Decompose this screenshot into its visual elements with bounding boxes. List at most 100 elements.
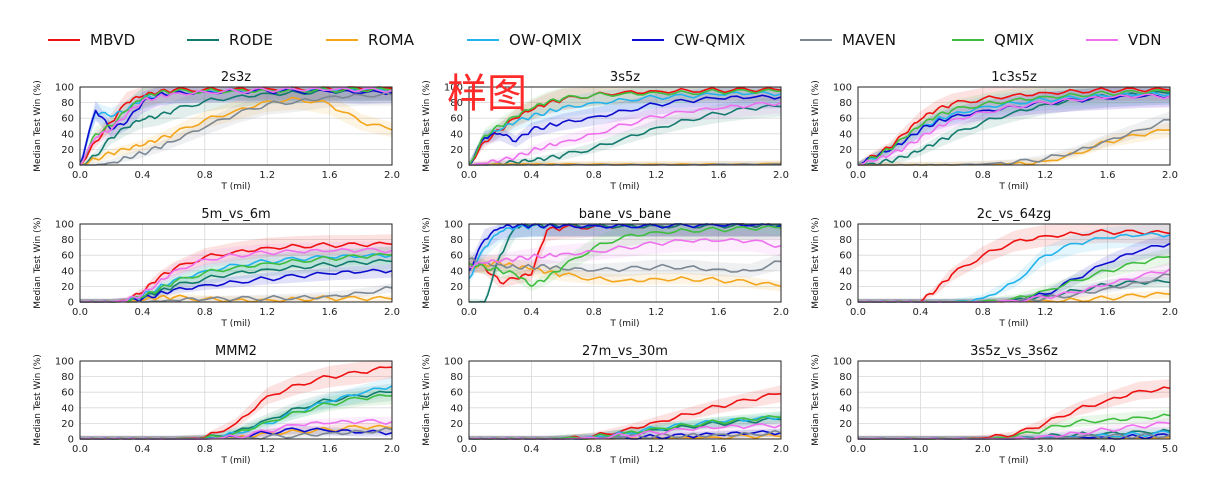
panel-title: 3s5z — [610, 70, 640, 85]
band-roma — [80, 422, 392, 439]
panel-title: 2c_vs_64zg — [977, 207, 1052, 222]
legend-swatch-ow-qmix — [467, 39, 499, 41]
y-tick-label: 20 — [61, 145, 74, 156]
series-line-cw-qmix — [468, 94, 782, 166]
y-tick-label: 20 — [450, 419, 463, 430]
series-line-qmix — [468, 225, 782, 288]
panel-title: 5m_vs_6m — [201, 207, 270, 222]
y-tick-label: 60 — [61, 388, 74, 399]
y-tick-label: 0 — [846, 298, 852, 309]
x-tick-label: 0.0 — [461, 444, 477, 455]
panel-3s5z-vs-3s6z: 0 20 40 60 80 100 0.0 1.0 2.0 3.0 4.0 5.0 3s5z_vs_3s… — [811, 344, 1178, 466]
panel-title: bane_vs_bane — [579, 207, 671, 222]
y-tick-label: 20 — [450, 145, 463, 156]
band-vdn — [469, 92, 781, 165]
watermark: 样图 — [447, 71, 527, 117]
legend-item-roma: ROMA — [326, 30, 414, 50]
x-tick-label: 0.0 — [72, 444, 88, 455]
x-tick-label: 1.6 — [1100, 170, 1116, 181]
x-tick-label: 1.2 — [648, 170, 664, 181]
plot-area — [858, 361, 1170, 439]
panel-title: MMM2 — [215, 344, 257, 359]
band-qmix — [469, 87, 781, 165]
band-cw-qmix — [858, 233, 1170, 302]
y-tick-label: 100 — [444, 220, 463, 231]
legend-swatch-qmix — [952, 39, 984, 41]
legend-label-ow-qmix: OW-QMIX — [509, 31, 582, 49]
y-tick-label: 0 — [68, 161, 74, 172]
y-tick-label: 20 — [839, 419, 852, 430]
x-tick-label: 4.0 — [1100, 444, 1116, 455]
x-tick-label: 2.0 — [384, 307, 400, 318]
x-tick-label: 1.2 — [259, 444, 275, 455]
y-tick-label: 60 — [839, 251, 852, 262]
panel-title: 3s5z_vs_3s6z — [970, 344, 1058, 359]
band-cw-qmix — [858, 87, 1170, 165]
x-tick-label: 0.4 — [523, 307, 539, 318]
band-mbvd — [469, 385, 781, 439]
y-tick-label: 80 — [839, 98, 852, 109]
band-roma — [80, 87, 392, 165]
y-tick-label: 100 — [55, 83, 74, 94]
x-tick-label: 0.4 — [134, 170, 150, 181]
y-tick-label: 60 — [61, 251, 74, 262]
legend-label-maven: MAVEN — [842, 31, 897, 49]
band-maven — [469, 250, 781, 278]
y-tick-label: 0 — [846, 435, 852, 446]
x-tick-label: 0.8 — [586, 444, 602, 455]
x-tick-label: 0.0 — [850, 444, 866, 455]
x-axis-label: T (mil) — [609, 319, 639, 329]
band-ow-qmix — [858, 87, 1170, 165]
band-vdn — [858, 418, 1170, 439]
band-mbvd — [469, 224, 781, 288]
band-rode — [469, 414, 781, 439]
legend-item-mbvd: MBVD — [48, 30, 135, 50]
y-axis-label: Median Test Win (%) — [811, 80, 821, 172]
y-tick-label: 20 — [839, 145, 852, 156]
y-tick-label: 100 — [444, 357, 463, 368]
y-tick-label: 80 — [450, 372, 463, 383]
x-tick-label: 5.0 — [1162, 444, 1178, 455]
x-tick-label: 1.6 — [711, 307, 727, 318]
panel-bane-vs-bane: 0 20 40 60 80 100 0.0 0.4 0.8 1.2 1.6 2.0 bane_vs_ba… — [422, 207, 789, 329]
legend-item-rode: RODE — [187, 30, 273, 50]
band-maven — [80, 87, 392, 165]
legend-swatch-roma — [326, 39, 358, 41]
x-tick-label: 0.0 — [72, 170, 88, 181]
y-tick-label: 60 — [61, 114, 74, 125]
y-tick-label: 100 — [55, 357, 74, 368]
legend-swatch-maven — [800, 39, 832, 41]
plot-frame — [468, 223, 782, 303]
x-tick-label: 0.8 — [586, 170, 602, 181]
x-tick-label: 1.2 — [1037, 170, 1053, 181]
band-rode — [80, 383, 392, 439]
y-tick-label: 40 — [839, 129, 852, 140]
y-tick-label: 80 — [839, 372, 852, 383]
series-line-qmix — [857, 88, 1171, 166]
band-qmix — [80, 387, 392, 439]
y-tick-label: 0 — [846, 161, 852, 172]
x-tick-label: 0.4 — [523, 444, 539, 455]
y-tick-label: 100 — [833, 220, 852, 231]
x-tick-label: 0.4 — [523, 170, 539, 181]
band-cw-qmix — [469, 87, 781, 165]
y-tick-label: 60 — [839, 114, 852, 125]
x-tick-label: 0.0 — [850, 170, 866, 181]
x-axis-label: T (mil) — [998, 456, 1028, 466]
legend-item-vdn: VDN — [1086, 30, 1162, 50]
x-tick-label: 0.8 — [975, 307, 991, 318]
x-tick-label: 0.8 — [975, 170, 991, 181]
band-qmix — [858, 409, 1170, 439]
band-maven — [858, 111, 1170, 165]
x-tick-label: 1.2 — [1037, 307, 1053, 318]
y-tick-label: 100 — [444, 83, 463, 94]
panel-title: 2s3z — [221, 70, 251, 85]
x-axis-label: T (mil) — [609, 456, 639, 466]
x-tick-label: 0.0 — [850, 307, 866, 318]
y-tick-label: 0 — [68, 435, 74, 446]
x-tick-label: 1.6 — [1100, 307, 1116, 318]
band-vdn — [858, 87, 1170, 165]
band-ow-qmix — [80, 376, 392, 439]
legend-item-qmix: QMIX — [952, 30, 1034, 50]
